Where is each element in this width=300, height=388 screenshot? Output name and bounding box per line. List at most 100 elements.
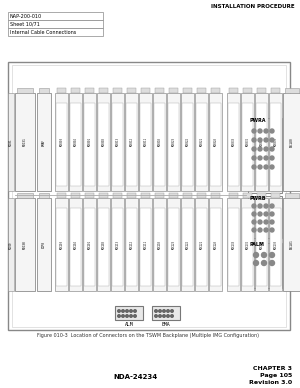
- Circle shape: [264, 204, 268, 208]
- Bar: [155, 88, 164, 93]
- Bar: [8, 198, 14, 291]
- Bar: [8, 93, 14, 191]
- Bar: [257, 88, 266, 93]
- Text: MIO30: MIO30: [23, 240, 27, 249]
- Circle shape: [130, 315, 132, 317]
- Bar: [55, 198, 68, 291]
- Bar: [211, 88, 220, 93]
- Circle shape: [270, 220, 274, 224]
- Text: Revision 3.0: Revision 3.0: [249, 379, 292, 385]
- Bar: [210, 208, 221, 286]
- Bar: [97, 93, 110, 191]
- Circle shape: [258, 129, 262, 133]
- Circle shape: [258, 156, 262, 160]
- Bar: [84, 103, 95, 186]
- Bar: [227, 93, 240, 191]
- Circle shape: [270, 165, 274, 169]
- Circle shape: [252, 129, 256, 133]
- Text: MUX120: MUX120: [214, 240, 218, 249]
- Bar: [139, 198, 152, 291]
- Bar: [70, 103, 81, 186]
- Bar: [141, 193, 150, 198]
- Bar: [39, 193, 49, 198]
- Circle shape: [155, 310, 157, 312]
- Bar: [55, 93, 68, 191]
- Text: MUX103: MUX103: [59, 240, 64, 249]
- Bar: [127, 193, 136, 198]
- Bar: [140, 103, 151, 186]
- Circle shape: [264, 156, 268, 160]
- Bar: [255, 93, 268, 191]
- Text: MUX001: MUX001: [88, 137, 92, 147]
- Bar: [57, 88, 66, 93]
- Bar: [228, 103, 239, 186]
- Bar: [181, 93, 194, 191]
- Bar: [209, 198, 222, 291]
- Circle shape: [262, 253, 266, 258]
- Circle shape: [269, 260, 275, 265]
- Circle shape: [264, 129, 268, 133]
- Text: MUX003: MUX003: [59, 137, 64, 147]
- Text: Internal Cable Connections: Internal Cable Connections: [10, 29, 76, 35]
- Text: PWRB: PWRB: [250, 196, 266, 201]
- Bar: [140, 208, 151, 286]
- Text: MUX133: MUX133: [232, 240, 236, 249]
- Bar: [70, 208, 81, 286]
- Bar: [85, 88, 94, 93]
- Text: MUX121: MUX121: [200, 240, 203, 249]
- Text: MUX132: MUX132: [245, 240, 250, 249]
- Bar: [98, 103, 109, 186]
- Bar: [167, 93, 180, 191]
- Bar: [283, 93, 300, 191]
- Circle shape: [252, 156, 256, 160]
- Bar: [227, 198, 240, 291]
- Circle shape: [130, 310, 132, 312]
- Circle shape: [122, 315, 124, 317]
- Text: MUX011: MUX011: [143, 137, 148, 147]
- Bar: [139, 93, 152, 191]
- Circle shape: [258, 138, 262, 142]
- Text: MUX013: MUX013: [116, 137, 119, 147]
- Text: MUX102: MUX102: [74, 240, 77, 249]
- Bar: [169, 88, 178, 93]
- Text: MUX030: MUX030: [274, 137, 278, 147]
- Text: MUX130: MUX130: [274, 240, 278, 249]
- Bar: [248, 243, 282, 288]
- Circle shape: [264, 138, 268, 142]
- Circle shape: [254, 260, 259, 265]
- Bar: [111, 198, 124, 291]
- Text: MUX100: MUX100: [101, 240, 106, 249]
- Text: EXCLK0: EXCLK0: [290, 137, 294, 147]
- Text: MUX110: MUX110: [158, 240, 161, 249]
- Bar: [229, 193, 238, 198]
- Text: MIO31: MIO31: [23, 138, 27, 146]
- Circle shape: [258, 228, 262, 232]
- Bar: [126, 208, 137, 286]
- Bar: [113, 88, 122, 93]
- Bar: [8, 62, 290, 330]
- Bar: [269, 198, 282, 291]
- Circle shape: [126, 315, 128, 317]
- Text: MUX122: MUX122: [185, 240, 190, 249]
- Circle shape: [134, 315, 136, 317]
- Bar: [228, 208, 239, 286]
- Text: NAP-200-010: NAP-200-010: [10, 14, 42, 19]
- Circle shape: [270, 138, 274, 142]
- Circle shape: [171, 315, 173, 317]
- Bar: [83, 93, 96, 191]
- Circle shape: [254, 253, 259, 258]
- Text: MUX032: MUX032: [245, 137, 250, 147]
- Circle shape: [252, 147, 256, 151]
- Bar: [195, 198, 208, 291]
- Bar: [8, 12, 103, 20]
- Bar: [154, 208, 165, 286]
- Bar: [12, 65, 286, 327]
- Circle shape: [134, 310, 136, 312]
- Circle shape: [270, 204, 274, 208]
- Bar: [141, 88, 150, 93]
- Bar: [83, 198, 96, 291]
- Bar: [209, 93, 222, 191]
- Bar: [181, 198, 194, 291]
- Circle shape: [159, 315, 161, 317]
- Bar: [112, 103, 123, 186]
